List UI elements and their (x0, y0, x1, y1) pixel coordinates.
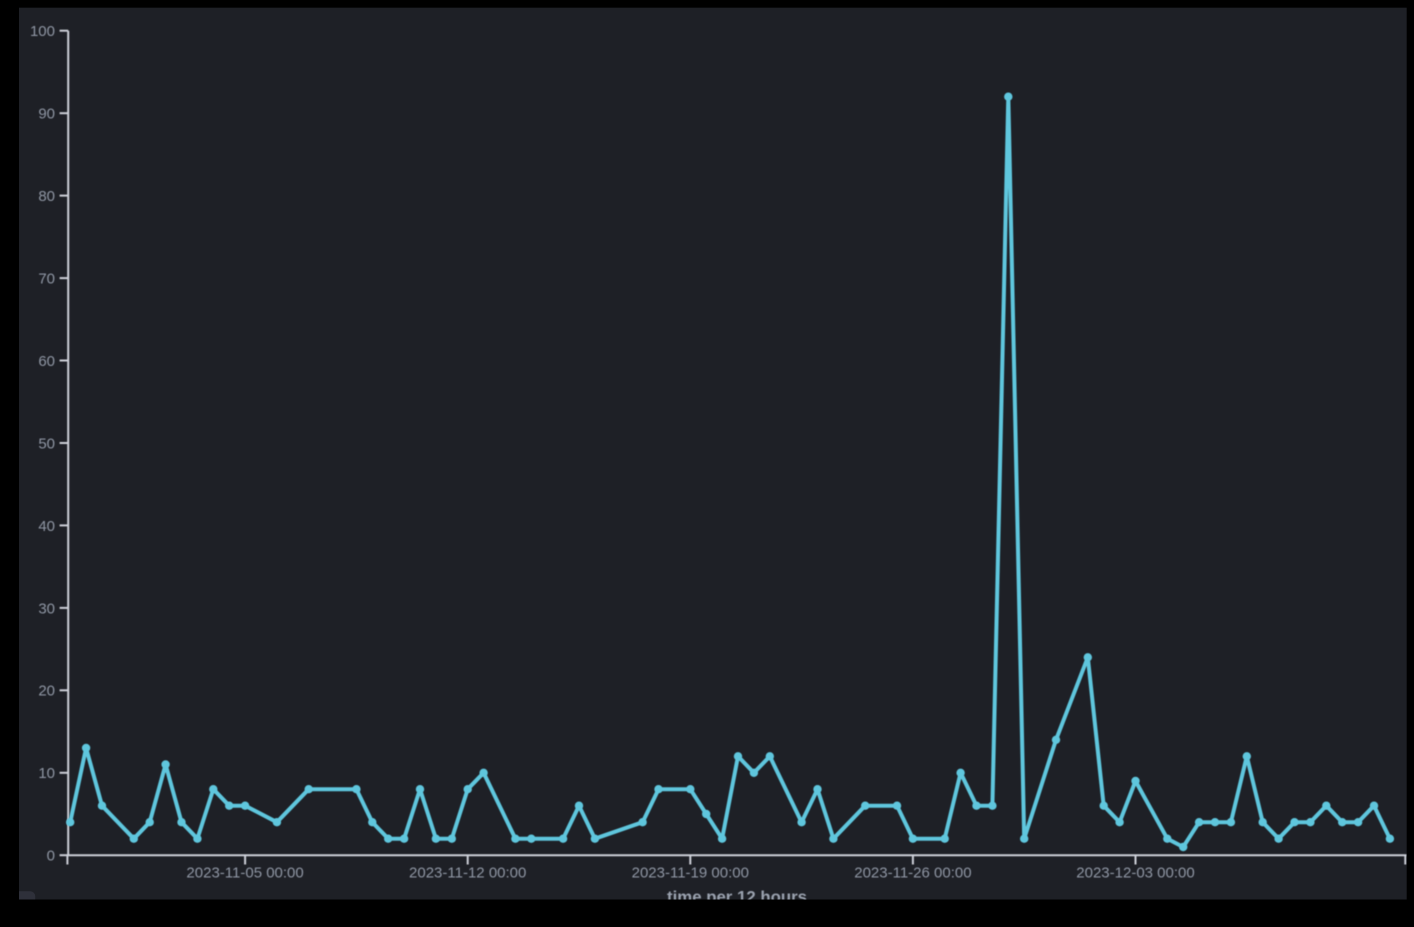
svg-text:2023-12-03 00:00: 2023-12-03 00:00 (1076, 865, 1194, 882)
svg-text:2023-11-19 00:00: 2023-11-19 00:00 (632, 865, 749, 882)
svg-text:0: 0 (47, 848, 55, 865)
svg-text:100: 100 (30, 23, 55, 40)
svg-text:2023-11-05 00:00: 2023-11-05 00:00 (186, 865, 303, 882)
svg-text:90: 90 (38, 106, 55, 123)
svg-text:20: 20 (38, 683, 55, 700)
svg-text:time per 12 hours: time per 12 hours (667, 887, 807, 906)
svg-text:40: 40 (38, 518, 55, 535)
svg-text:50: 50 (38, 435, 55, 452)
svg-text:80: 80 (38, 188, 55, 205)
svg-text:2023-11-26 00:00: 2023-11-26 00:00 (854, 865, 971, 882)
svg-text:10: 10 (38, 765, 55, 782)
svg-text:30: 30 (38, 600, 55, 617)
svg-text:70: 70 (38, 271, 55, 288)
svg-text:60: 60 (38, 353, 55, 370)
svg-text:2023-11-12 00:00: 2023-11-12 00:00 (409, 865, 526, 882)
